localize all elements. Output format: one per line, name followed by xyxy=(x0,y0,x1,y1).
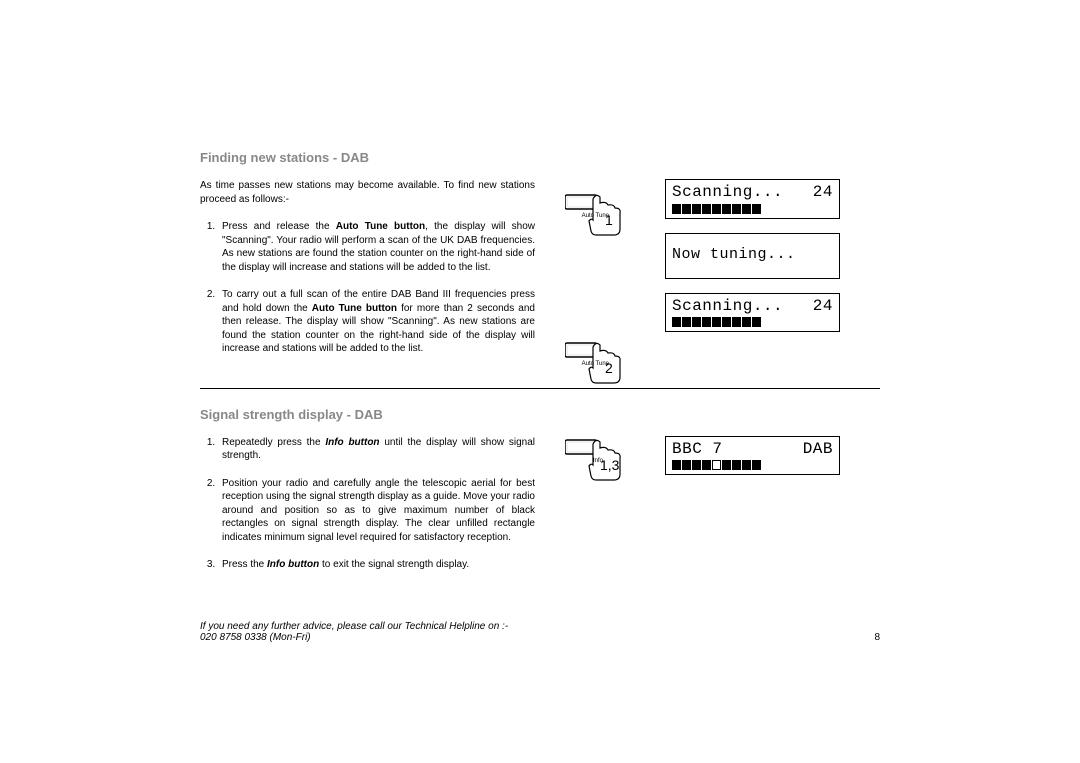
section2-step2: Position your radio and carefully angle … xyxy=(218,477,535,545)
helpline-phone: 020 8758 0338 (Mon-Fri) xyxy=(200,632,508,643)
section1-text: As time passes new stations may become a… xyxy=(200,179,535,370)
section1-heading: Finding new stations - DAB xyxy=(200,150,880,165)
page-footer: If you need any further advice, please c… xyxy=(200,621,880,643)
section2-step3: Press the Info button to exit the signal… xyxy=(218,558,535,572)
lcd-bbc7: BBC 7 DAB xyxy=(665,436,840,476)
lcd-scanning-2: Scanning... 24 xyxy=(665,293,840,333)
auto-tune-label-2: Auto Tune xyxy=(582,361,609,367)
info-label: Info xyxy=(593,458,603,464)
section1-step2: To carry out a full scan of the entire D… xyxy=(218,288,535,356)
lcd-now-tuning: Now tuning... xyxy=(665,233,840,279)
section1-intro: As time passes new stations may become a… xyxy=(200,179,535,206)
page-number: 8 xyxy=(874,632,880,643)
section2-step1: Repeatedly press the Info button until t… xyxy=(218,436,535,463)
section2-diagrams: 1,3 Info xyxy=(555,436,655,586)
section1-step1: Press and release the Auto Tune button, … xyxy=(218,220,535,274)
section2-lcds: BBC 7 DAB xyxy=(665,436,855,586)
hand-press-icon: 1,3 xyxy=(565,436,645,486)
section2-text: Repeatedly press the Info button until t… xyxy=(200,436,535,586)
section1-diagrams: 1 Auto Tune 2 Auto Tune xyxy=(555,179,655,370)
lcd-scanning-1: Scanning... 24 xyxy=(665,179,840,219)
section1-lcds: Scanning... 24 Now tuning... Scanning...… xyxy=(665,179,855,370)
section-divider xyxy=(200,388,880,389)
auto-tune-label-1: Auto Tune xyxy=(582,213,609,219)
helpline-text: If you need any further advice, please c… xyxy=(200,621,508,632)
section2-heading: Signal strength display - DAB xyxy=(200,407,880,422)
